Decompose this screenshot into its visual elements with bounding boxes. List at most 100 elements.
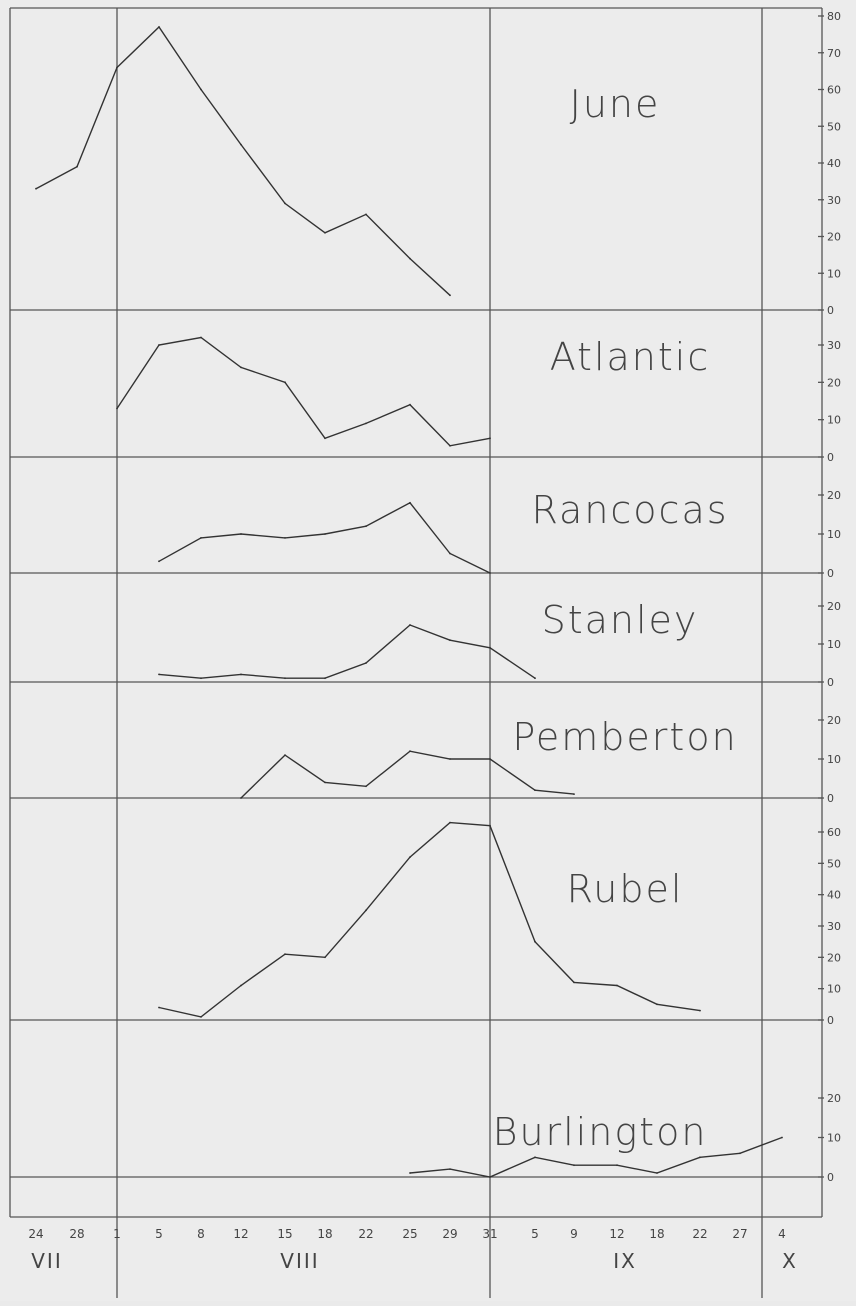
data-point — [284, 537, 286, 539]
data-point — [489, 572, 491, 574]
y-tick-label: 10 — [827, 753, 841, 766]
y-tick-label: 30 — [827, 194, 841, 207]
x-tick-label: 4 — [778, 1227, 786, 1241]
data-point — [409, 750, 411, 753]
data-point — [409, 501, 411, 504]
x-tick-label: 27 — [732, 1227, 747, 1241]
y-tick-label: 20 — [827, 489, 841, 502]
data-point — [739, 1152, 741, 1155]
x-tick-label: 1 — [113, 1227, 121, 1241]
panel-title: Rubel — [567, 867, 684, 911]
y-tick-label: 50 — [827, 857, 841, 870]
data-point — [324, 677, 326, 680]
data-point — [449, 639, 451, 642]
y-tick-label: 20 — [827, 231, 841, 244]
data-point — [699, 1156, 701, 1159]
y-tick-label: 20 — [827, 376, 841, 389]
data-point — [324, 956, 326, 959]
data-point — [324, 231, 326, 234]
month-label: IX — [613, 1249, 637, 1273]
series-line-burlington — [409, 1136, 783, 1178]
data-point — [365, 525, 367, 528]
x-tick-label: 18 — [649, 1227, 664, 1241]
data-point — [365, 662, 367, 664]
data-point — [240, 797, 242, 799]
data-point — [449, 552, 451, 555]
data-point — [449, 821, 451, 824]
y-tick-label: 0 — [827, 792, 834, 805]
data-point — [240, 366, 242, 369]
x-tick-label: 5 — [155, 1227, 163, 1241]
data-point — [116, 407, 118, 410]
data-point — [534, 940, 536, 943]
month-label: VIII — [280, 1249, 319, 1273]
x-tick-label: 22 — [692, 1227, 707, 1241]
data-point — [699, 1009, 701, 1012]
series-line-stanley — [158, 624, 536, 679]
y-tick-label: 20 — [827, 951, 841, 964]
data-point — [158, 26, 160, 28]
data-point — [158, 344, 160, 346]
data-point — [449, 758, 451, 760]
data-point — [365, 909, 367, 912]
data-point — [35, 187, 37, 190]
y-tick-label: 30 — [827, 339, 841, 352]
data-point — [534, 789, 536, 792]
data-point — [365, 422, 367, 425]
data-point — [409, 1172, 411, 1174]
x-tick-label: 24 — [28, 1227, 43, 1241]
y-tick-label: 10 — [827, 267, 841, 280]
data-point — [409, 257, 411, 260]
data-point — [284, 677, 286, 680]
data-point — [365, 785, 367, 788]
data-point — [449, 444, 451, 447]
y-tick-label: 40 — [827, 157, 841, 170]
x-tick-label: 9 — [570, 1227, 578, 1241]
x-tick-label: 28 — [69, 1227, 84, 1241]
data-point — [489, 758, 491, 760]
data-point — [573, 793, 575, 795]
y-tick-label: 0 — [827, 1014, 834, 1027]
data-point — [409, 624, 411, 626]
data-point — [656, 1172, 658, 1174]
data-point — [656, 1003, 658, 1006]
series-line-june — [35, 25, 451, 296]
data-point — [240, 533, 242, 535]
data-point — [284, 381, 286, 384]
x-tick-label: 29 — [442, 1227, 457, 1241]
data-point — [284, 953, 286, 956]
y-tick-label: 10 — [827, 1132, 841, 1145]
y-tick-label: 0 — [827, 451, 834, 464]
y-tick-label: 20 — [827, 600, 841, 613]
data-point — [240, 984, 242, 987]
data-point — [200, 537, 202, 539]
data-point — [76, 165, 78, 168]
data-point — [616, 1164, 618, 1167]
y-tick-label: 60 — [827, 826, 841, 839]
month-label: X — [782, 1249, 798, 1273]
x-tick-label: 12 — [233, 1227, 248, 1241]
y-tick-label: 0 — [827, 1171, 834, 1184]
data-point — [200, 88, 202, 91]
data-point — [534, 677, 536, 680]
data-point — [449, 1168, 451, 1170]
data-point — [365, 213, 367, 216]
x-tick-label: 8 — [197, 1227, 205, 1241]
data-point — [324, 437, 326, 440]
y-tick-label: 60 — [827, 84, 841, 97]
x-tick-label: 31 — [482, 1227, 497, 1241]
data-point — [200, 336, 202, 339]
y-tick-label: 50 — [827, 120, 841, 133]
data-point — [489, 824, 491, 827]
data-point — [489, 437, 491, 440]
series-line-atlantic — [116, 336, 491, 447]
data-point — [324, 533, 326, 535]
y-tick-label: 0 — [827, 304, 834, 317]
panel-title: Atlantic — [550, 335, 711, 379]
data-point — [158, 673, 160, 676]
panel-title: Burlington — [493, 1110, 708, 1154]
data-point — [200, 677, 202, 680]
y-tick-label: 30 — [827, 920, 841, 933]
panel-title: June — [570, 82, 661, 126]
